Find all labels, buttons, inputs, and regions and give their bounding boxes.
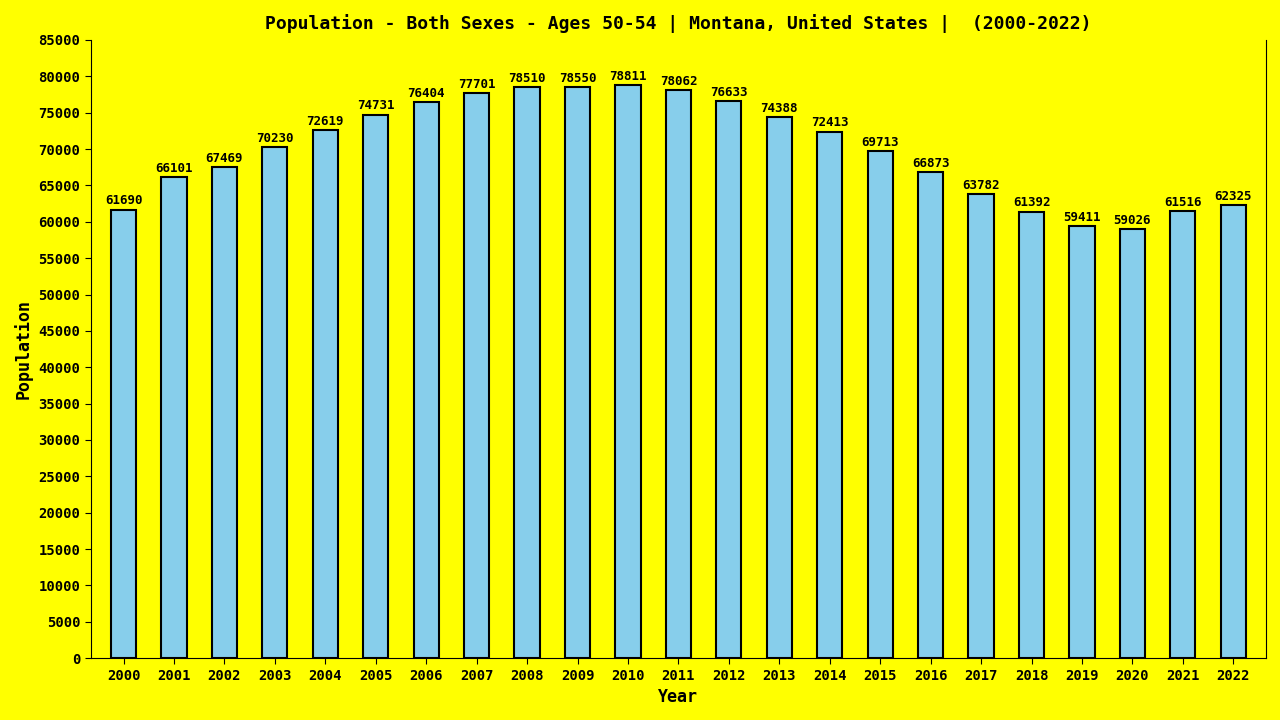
Bar [1019, 212, 1044, 658]
Text: 66101: 66101 [155, 162, 193, 175]
Bar [161, 177, 187, 658]
Text: 72619: 72619 [306, 115, 344, 128]
Bar [1069, 226, 1094, 658]
Bar [312, 130, 338, 658]
Bar [111, 210, 136, 658]
Bar [515, 87, 540, 658]
Bar [969, 194, 993, 658]
Text: 59026: 59026 [1114, 214, 1151, 227]
Text: 61392: 61392 [1012, 197, 1051, 210]
Bar [364, 114, 388, 658]
Text: 78062: 78062 [659, 76, 698, 89]
Bar [262, 148, 288, 658]
Bar [465, 93, 489, 658]
Text: 61690: 61690 [105, 194, 142, 207]
Text: 70230: 70230 [256, 132, 293, 145]
Bar [717, 101, 741, 658]
Title: Population - Both Sexes - Ages 50-54 | Montana, United States |  (2000-2022): Population - Both Sexes - Ages 50-54 | M… [265, 14, 1092, 33]
Bar [1170, 211, 1196, 658]
Text: 77701: 77701 [458, 78, 495, 91]
Text: 76404: 76404 [407, 87, 445, 100]
Text: 62325: 62325 [1215, 189, 1252, 203]
Text: 74388: 74388 [760, 102, 797, 115]
Text: 78550: 78550 [559, 72, 596, 85]
Text: 67469: 67469 [206, 153, 243, 166]
Bar [211, 168, 237, 658]
X-axis label: Year: Year [658, 688, 699, 706]
Text: 78510: 78510 [508, 72, 545, 85]
Text: 66873: 66873 [911, 157, 950, 170]
Bar [616, 85, 640, 658]
Bar [767, 117, 792, 658]
Text: 78811: 78811 [609, 70, 646, 83]
Text: 59411: 59411 [1064, 211, 1101, 224]
Text: 69713: 69713 [861, 136, 899, 149]
Bar [918, 172, 943, 658]
Text: 63782: 63782 [963, 179, 1000, 192]
Bar [666, 91, 691, 658]
Text: 74731: 74731 [357, 99, 394, 112]
Bar [413, 102, 439, 658]
Text: 76633: 76633 [710, 86, 748, 99]
Bar [817, 132, 842, 658]
Bar [1221, 205, 1245, 658]
Bar [1120, 229, 1146, 658]
Text: 72413: 72413 [812, 117, 849, 130]
Y-axis label: Population: Population [14, 299, 33, 399]
Bar [564, 87, 590, 658]
Text: 61516: 61516 [1164, 196, 1202, 209]
Bar [868, 151, 893, 658]
